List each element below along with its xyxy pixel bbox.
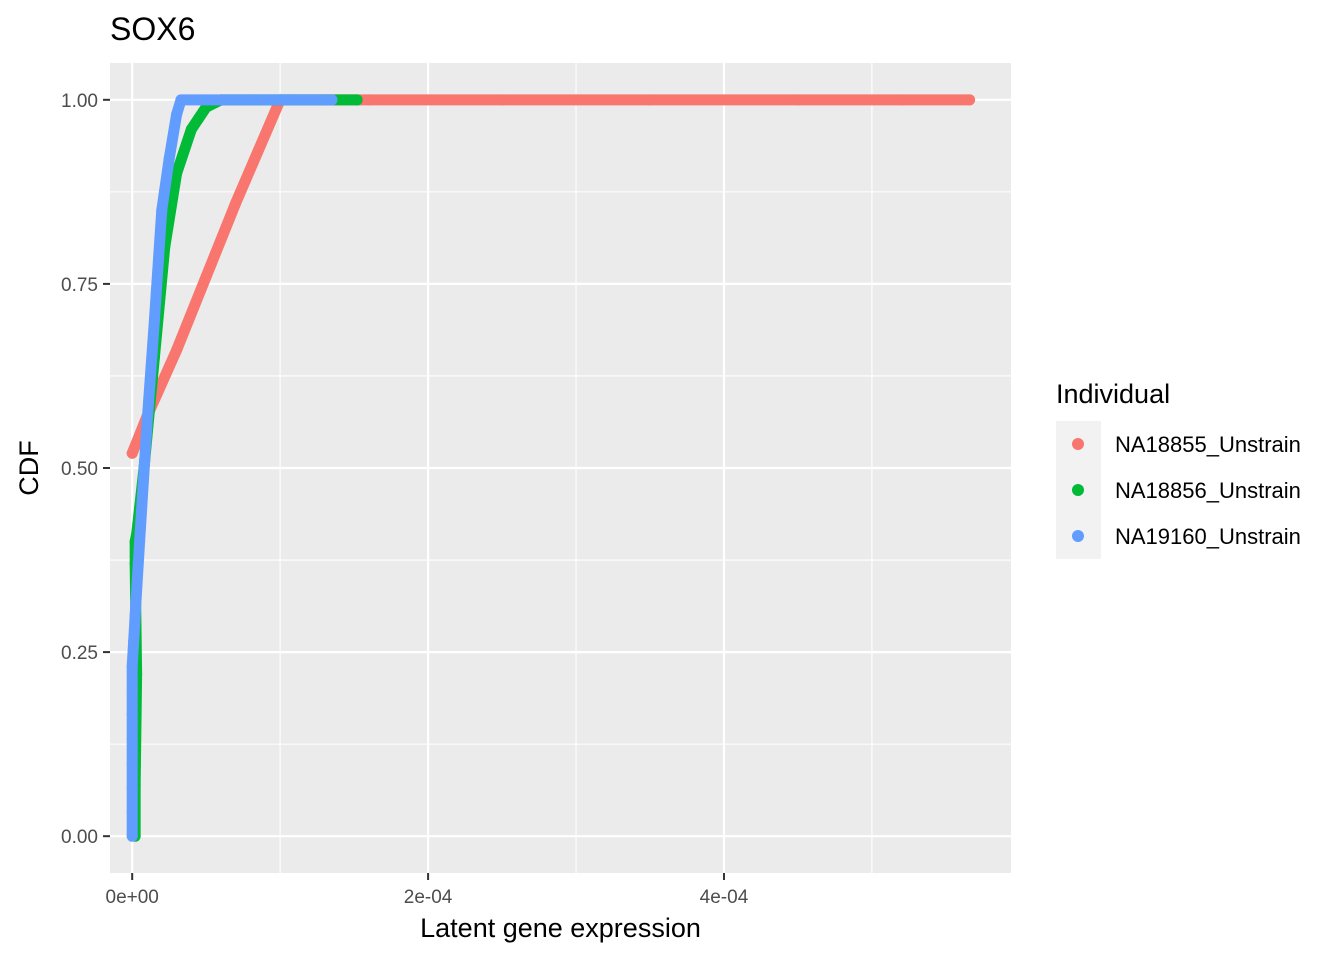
data-point: [644, 94, 656, 106]
data-point: [126, 782, 138, 794]
legend-key: [1072, 484, 1084, 496]
y-tick-label: 1.00: [61, 91, 98, 112]
x-tick-label: 4e-04: [700, 887, 749, 908]
data-point: [134, 536, 146, 548]
data-point: [200, 94, 212, 106]
data-point: [896, 94, 908, 106]
data-point: [128, 635, 140, 647]
data-point: [171, 344, 183, 356]
data-point: [230, 197, 242, 209]
data-point: [200, 271, 212, 283]
legend-items: NA18855_Unstrain NA18856_Unstrain NA19160_…: [1072, 432, 1301, 549]
data-point: [245, 94, 257, 106]
y-tick-label: 0.50: [61, 459, 98, 480]
data-point: [126, 684, 138, 696]
data-point: [141, 418, 153, 430]
y-tick-label: 0.00: [61, 827, 98, 848]
data-point: [126, 447, 138, 459]
data-point: [126, 806, 138, 818]
data-point: [148, 315, 160, 327]
legend-title: Individual: [1056, 379, 1170, 409]
y-axis-title: CDF: [14, 440, 44, 496]
data-point: [126, 830, 138, 842]
legend-label: NA19160_Unstrain: [1115, 524, 1301, 549]
data-point: [326, 94, 338, 106]
data-point: [126, 757, 138, 769]
y-tick-label: 0.25: [61, 643, 98, 664]
legend-key: [1072, 438, 1084, 450]
legend-label: NA18855_Unstrain: [1115, 432, 1301, 457]
data-point: [792, 94, 804, 106]
legend: Individual NA18855_Unstrain NA18856_Unstr…: [1056, 379, 1301, 559]
x-tick-label: 0e+00: [106, 887, 159, 908]
axes-layer: 0e+00 2e-04 4e-04 0.00 0.25 0.50 0.75 1.00: [61, 91, 749, 908]
legend-key: [1072, 530, 1084, 542]
x-tick-label: 2e-04: [404, 887, 453, 908]
y-tick-label: 0.75: [61, 275, 98, 296]
legend-label: NA18856_Unstrain: [1115, 478, 1301, 503]
data-point: [156, 204, 168, 216]
data-point: [129, 609, 141, 621]
x-axis-title: Latent gene expression: [420, 913, 701, 943]
data-point: [175, 94, 187, 106]
data-point: [193, 112, 205, 124]
data-point: [964, 94, 976, 106]
data-point: [171, 167, 183, 179]
data-point: [126, 733, 138, 745]
data-point: [163, 153, 175, 165]
chart-title: SOX6: [110, 11, 195, 47]
data-point: [126, 709, 138, 721]
data-point: [351, 94, 363, 106]
data-point: [496, 94, 508, 106]
data-point: [171, 109, 183, 121]
data-point: [289, 94, 301, 106]
series-layer: [126, 94, 976, 842]
data-point: [126, 660, 138, 672]
series-NA19160_Unstrain: [126, 94, 338, 842]
data-point: [363, 94, 375, 106]
data-point: [185, 123, 197, 135]
